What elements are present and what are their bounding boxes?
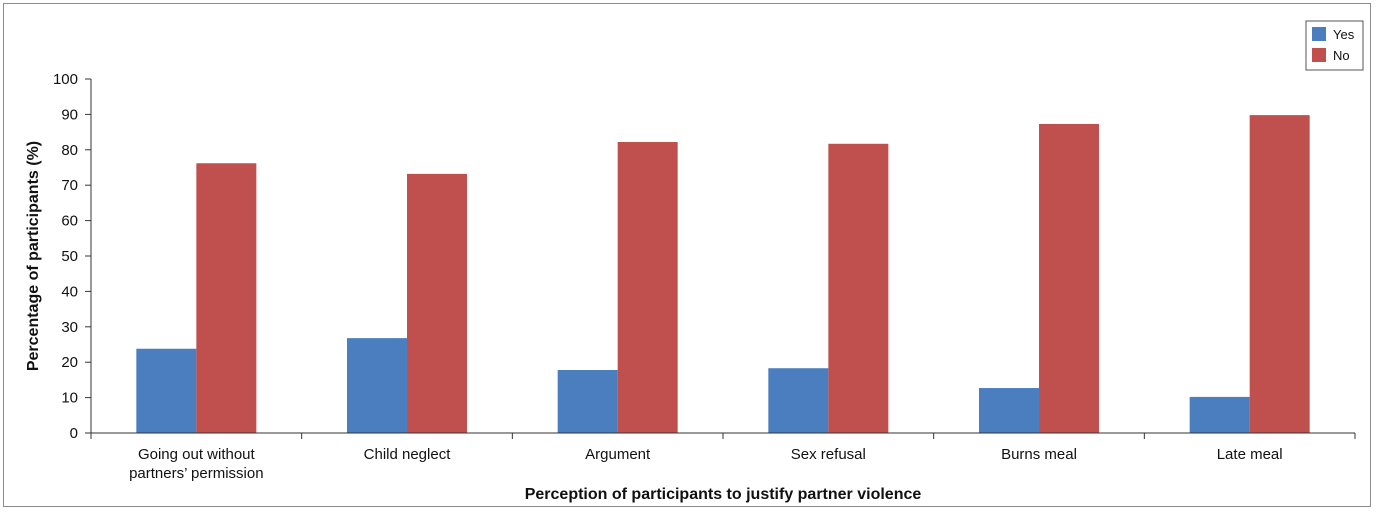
bar-no-4 [1039,123,1099,433]
bar-yes-1 [347,338,407,433]
y-tick-label: 50 [61,248,78,265]
x-axis-title: Perception of participants to justify pa… [525,486,922,503]
category-label: Going out without [138,446,256,463]
bar-no-2 [617,142,678,433]
y-ticks: 0 10 20 30 40 50 60 70 80 90 100 [53,71,91,442]
category-label: Late meal [1217,446,1283,463]
y-tick-label: 90 [61,106,78,123]
bar-yes-5 [1189,396,1250,433]
y-tick-label: 10 [61,390,78,407]
bar-yes-0 [136,348,197,433]
legend-swatch-no [1312,48,1326,62]
bar-no-0 [196,163,257,433]
bar-yes-2 [557,369,618,433]
y-axis-title: Percentage of participants (%) [25,141,42,371]
bar-no-5 [1249,115,1310,433]
y-tick-label: 80 [61,142,78,159]
bar-yes-3 [768,368,829,433]
legend-label-no: No [1333,48,1350,63]
category-labels: Going out without partners’ permission Chi… [129,446,1283,482]
y-tick-label: 70 [61,177,78,194]
y-tick-label: 0 [70,425,78,442]
bars-layer [136,115,1310,434]
legend: Yes No [1305,20,1364,71]
legend-label-yes: Yes [1333,27,1355,42]
legend-swatch-yes [1312,27,1326,41]
bar-no-1 [407,173,467,433]
y-tick-label: 40 [61,283,78,300]
bar-no-3 [828,143,889,434]
y-tick-label: 60 [61,213,78,230]
category-label: Burns meal [1001,446,1077,463]
y-tick-label: 20 [61,354,78,371]
category-label: Argument [585,446,651,463]
category-label: Sex refusal [791,446,866,463]
bar-yes-4 [979,388,1039,433]
y-tick-label: 100 [53,71,78,88]
category-label: partners’ permission [129,465,264,482]
x-ticks [90,433,1356,439]
category-label: Child neglect [364,446,452,463]
y-tick-label: 30 [61,319,78,336]
